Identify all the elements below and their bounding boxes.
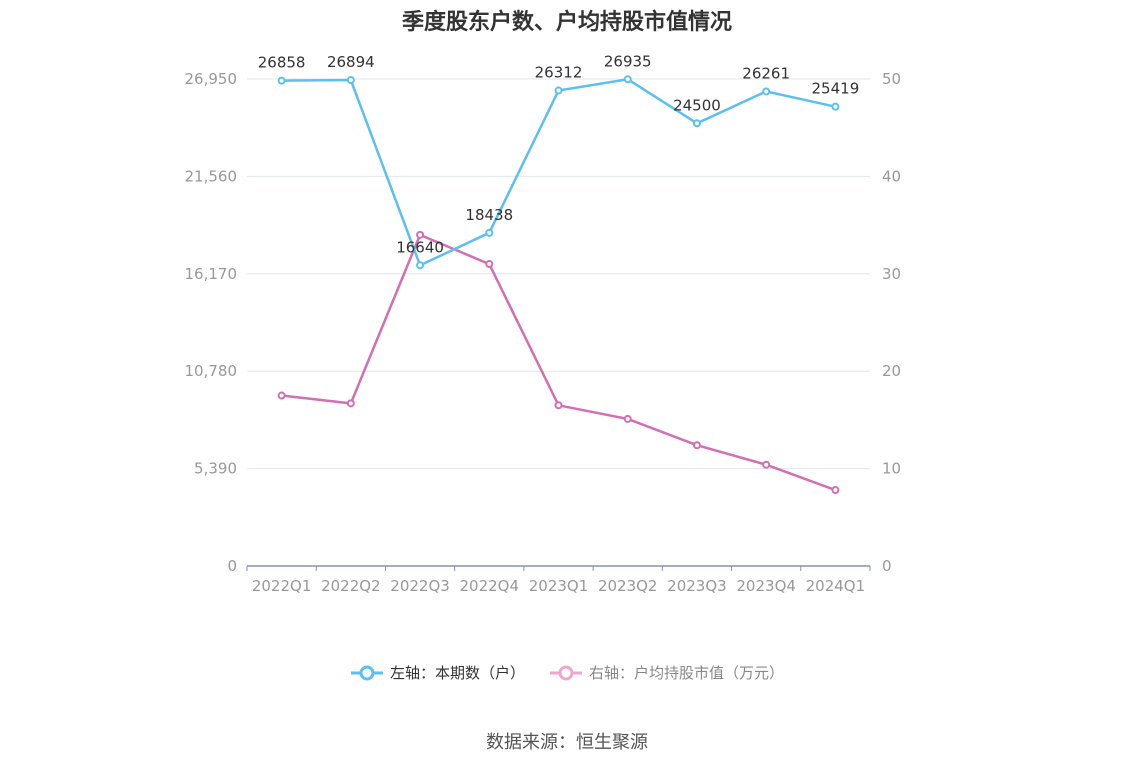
data-label-left: 26894: [327, 53, 375, 71]
series-point-left: [277, 76, 286, 85]
series-point-left: [692, 119, 701, 128]
x-tick-label: 2022Q1: [252, 577, 312, 595]
x-tick-label: 2023Q3: [667, 577, 727, 595]
legend-left-series-icon: [350, 665, 383, 680]
legend-right-series-icon: [550, 665, 582, 680]
series-point-right: [831, 486, 840, 495]
series-point-left: [623, 75, 632, 84]
series-point-right: [623, 414, 632, 423]
series-point-left: [485, 228, 494, 237]
data-label-left: 16640: [396, 238, 444, 256]
y-left-tick-label: 21,560: [185, 167, 238, 185]
series-point-right: [416, 230, 425, 239]
x-tick-label: 2023Q2: [598, 577, 658, 595]
x-tick-label: 2022Q4: [460, 577, 520, 595]
y-right-tick-label: 20: [882, 362, 901, 380]
series-point-left: [831, 102, 840, 111]
y-left-tick-label: 10,780: [185, 362, 238, 380]
y-right-tick-label: 10: [882, 460, 901, 478]
y-left-tick-label: 26,950: [185, 70, 238, 88]
source-note: 数据来源：恒生聚源: [486, 732, 648, 753]
data-label-left: 26858: [258, 54, 306, 72]
series-point-right: [692, 441, 701, 450]
series-line-left: [281, 77, 836, 268]
data-label-left: 25419: [812, 80, 860, 98]
y-right-tick-label: 0: [882, 557, 892, 575]
x-tick-label: 2022Q2: [321, 577, 381, 595]
x-tick-label: 2024Q1: [806, 577, 866, 595]
data-label-left: 24500: [673, 96, 721, 114]
series-point-right: [277, 391, 286, 400]
series-point-left: [554, 86, 563, 95]
y-right-tick-label: 40: [882, 167, 901, 185]
legend-item-left-series[interactable]: 左轴：本期数（户）: [350, 662, 525, 683]
data-label-left: 18438: [465, 206, 513, 224]
series-point-right: [762, 460, 771, 469]
series-point-left: [416, 261, 425, 270]
x-tick-label: 2023Q1: [529, 577, 589, 595]
data-label-left: 26935: [604, 52, 652, 70]
y-left-tick-label: 0: [227, 557, 237, 575]
legend-right-series-label: 右轴：户均持股市值（万元）: [589, 664, 785, 682]
data-label-left: 26261: [742, 64, 790, 82]
series-point-right: [346, 399, 355, 408]
x-tick-label: 2023Q4: [736, 577, 796, 595]
chart-area: 0 5,390 10,780 16,170 21,560 26,950 0 10 20 30 40 5…: [185, 52, 902, 595]
y-left-tick-label: 5,390: [194, 460, 237, 478]
x-tick-label: 2022Q3: [390, 577, 450, 595]
y-right-tick-label: 30: [882, 265, 901, 283]
series-point-right: [554, 401, 563, 410]
series-point-right: [485, 260, 494, 269]
chart-title: 季度股东户数、户均持股市值情况: [401, 10, 732, 35]
series-line-right: [281, 233, 836, 492]
legend-item-right-series[interactable]: 右轴：户均持股市值（万元）: [549, 662, 784, 683]
legend: 左轴：本期数（户） 右轴：户均持股市值（万元）: [0, 662, 1134, 683]
legend-left-series-label: 左轴：本期数（户）: [389, 664, 525, 682]
y-right-tick-label: 50: [882, 70, 901, 88]
series-point-left: [762, 87, 771, 96]
data-label-left: 26312: [535, 64, 583, 82]
y-left-tick-label: 16,170: [185, 265, 238, 283]
series-point-left: [346, 76, 355, 85]
